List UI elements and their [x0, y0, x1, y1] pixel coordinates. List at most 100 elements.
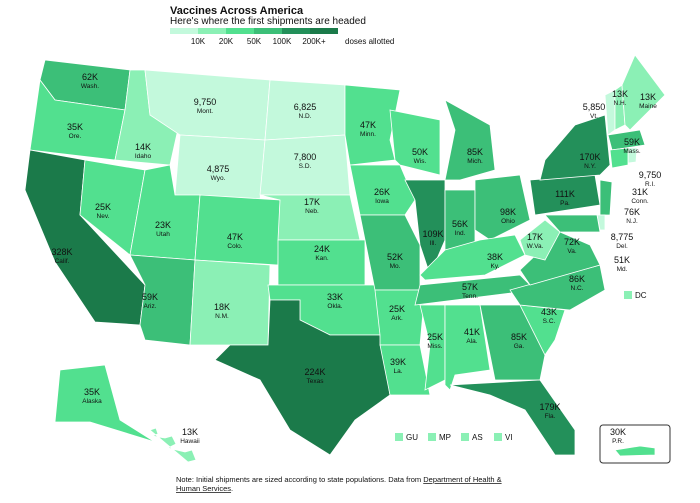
state-shape: [379, 344, 431, 396]
state-dose: 6,825: [294, 102, 317, 112]
state-shape: [544, 214, 601, 233]
state-dose: 47K: [360, 120, 376, 130]
territory-label: MP: [439, 433, 451, 442]
state-name: Conn.: [631, 198, 649, 205]
state-dose: 72K: [564, 237, 580, 247]
state-dose: 47K: [227, 232, 243, 242]
legend-caption: doses allotted: [345, 37, 394, 46]
territory-swatch: [461, 433, 469, 441]
state-name: P.R.: [612, 438, 624, 445]
dc-swatch: [624, 291, 632, 299]
state-shape: [614, 445, 656, 457]
state-name: N.C.: [571, 285, 584, 292]
state-dose: 17K: [304, 197, 320, 207]
legend-swatch: [170, 28, 198, 34]
state-dose: 17K: [527, 232, 543, 242]
state-name: Ala.: [466, 338, 477, 345]
note-line2: Human Services.: [176, 484, 233, 493]
state-shape: [479, 304, 546, 381]
state-dose: 23K: [155, 220, 171, 230]
state-dose: 14K: [135, 142, 151, 152]
state-shape: [389, 109, 441, 176]
state-dose: 13K: [640, 92, 656, 102]
state-shape: [539, 114, 611, 181]
state-dose: 56K: [452, 219, 468, 229]
subtitle: Here's where the first shipments are hea…: [170, 16, 366, 27]
state-dose: 85K: [467, 147, 483, 157]
state-name: Del.: [616, 243, 628, 250]
note: Note: Initial shipments are sized accord…: [176, 475, 502, 484]
state-dose: 86K: [569, 274, 585, 284]
state-shape: [599, 179, 613, 216]
state-shape: [149, 427, 197, 463]
state-dose: 224K: [304, 367, 325, 377]
territory-swatch: [428, 433, 436, 441]
state-shape: [214, 299, 391, 456]
state-name: Va.: [567, 248, 576, 255]
territory-swatch: [494, 433, 502, 441]
state-name: Tenn.: [462, 293, 478, 300]
state-dose: 35K: [67, 122, 83, 132]
state-name: Texas: [307, 378, 325, 385]
state-dose: 52K: [387, 252, 403, 262]
state-dose: 43K: [541, 307, 557, 317]
state-name: N.M.: [215, 313, 229, 320]
state-dose: 9,750: [194, 97, 217, 107]
state-name: Kan.: [315, 255, 329, 262]
state-name: N.J.: [626, 218, 638, 225]
state-name: Colo.: [227, 243, 242, 250]
legend-swatch: [226, 28, 254, 34]
state-name: N.Y.: [584, 163, 596, 170]
state-dose: 4,875: [207, 164, 230, 174]
state-dose: 13K: [182, 427, 198, 437]
state-dose: 59K: [624, 137, 640, 147]
state-name: Wyo.: [211, 175, 226, 182]
state-name: Maine: [639, 103, 657, 110]
state-shape: [54, 364, 156, 443]
state-shape: [444, 99, 496, 181]
state-dose: 170K: [579, 152, 600, 162]
state-dose: 179K: [539, 402, 560, 412]
territory-label: VI: [505, 433, 513, 442]
state-name: Ore.: [69, 133, 82, 140]
state-name: Wis.: [414, 158, 427, 165]
title: Vaccines Across America: [170, 5, 304, 17]
state-dose: 39K: [390, 357, 406, 367]
legend-label: 20K: [219, 37, 234, 46]
state-name: Okla.: [327, 303, 342, 310]
state-name: Ky.: [491, 263, 500, 270]
state-shape: [609, 147, 629, 169]
state-shape: [449, 379, 576, 456]
state-shape: [621, 54, 666, 131]
state-dose: 24K: [314, 244, 330, 254]
state-dose: 62K: [82, 72, 98, 82]
state-name: N.H.: [614, 100, 627, 107]
legend-label: 100K: [273, 37, 292, 46]
state-dose: 59K: [142, 292, 158, 302]
territory-swatch: [395, 433, 403, 441]
territory-label: AS: [472, 433, 483, 442]
state-dose: 111K: [555, 189, 575, 199]
state-shape: [194, 194, 281, 266]
state-name: Mo.: [390, 263, 401, 270]
state-name: Vt.: [590, 113, 598, 120]
state-name: Ill.: [430, 240, 437, 247]
state-dose: 5,850: [583, 102, 606, 112]
state-name: Fla.: [545, 413, 556, 420]
state-name: N.D.: [299, 113, 312, 120]
state-dose: 9,750: [639, 170, 662, 180]
state-dose: 41K: [464, 327, 480, 337]
state-name: Wash.: [81, 83, 99, 90]
state-name: W.Va.: [527, 243, 544, 250]
state-dose: 35K: [84, 387, 100, 397]
state-dose: 38K: [487, 252, 503, 262]
state-name: Ariz.: [144, 303, 157, 310]
legend-swatch: [198, 28, 226, 34]
state-dose: 25K: [427, 332, 443, 342]
state-dose: 109K: [422, 229, 443, 239]
state-dose: 76K: [624, 207, 640, 217]
state-shape: [349, 164, 416, 216]
legend-swatch: [254, 28, 282, 34]
state-name: Miss.: [427, 343, 442, 350]
